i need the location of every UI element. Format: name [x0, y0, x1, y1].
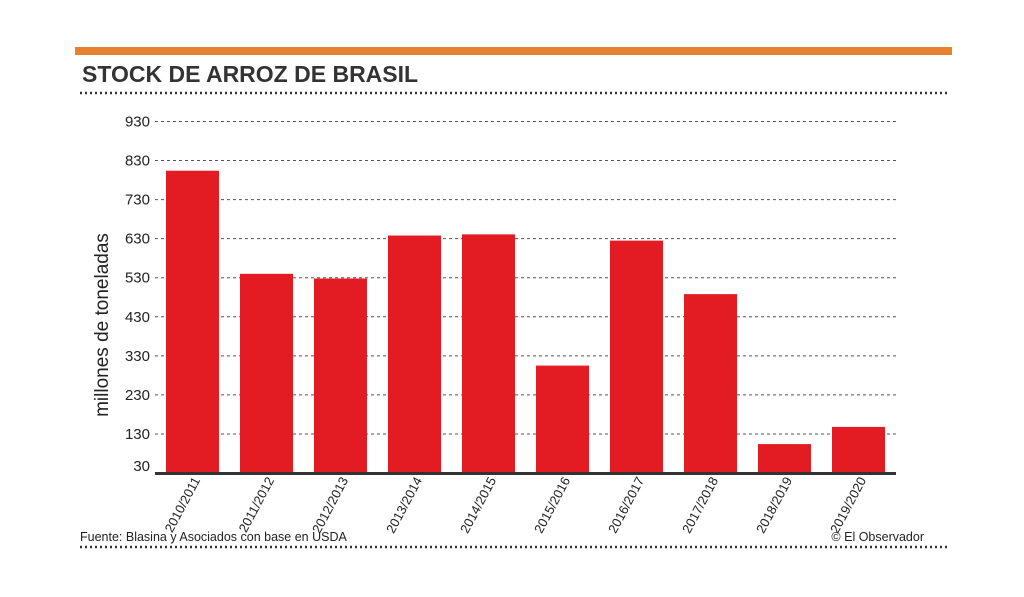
x-tick-label: 2017/2018 [679, 474, 721, 535]
bars [166, 170, 885, 473]
x-tick-label: 2014/2015 [457, 474, 499, 535]
bar [684, 294, 737, 473]
y-axis-label: millones de toneladas [92, 233, 113, 417]
y-tick-label: 430 [125, 309, 150, 326]
y-tick-label: 730 [125, 192, 150, 209]
y-tick-label: 830 [125, 153, 150, 170]
y-tick-label: 530 [125, 270, 150, 287]
x-tick-label: 2011/2012 [236, 474, 278, 534]
credit-note: © El Observador [831, 530, 924, 544]
y-tick-label: 230 [125, 387, 150, 404]
bar [314, 278, 367, 473]
x-tick-label: 2010/2011 [162, 474, 204, 534]
y-tick-label: 30 [133, 458, 150, 475]
bar [462, 234, 515, 473]
bar [166, 170, 219, 473]
bar [832, 426, 885, 473]
y-tick-label: 630 [125, 231, 150, 248]
y-tick-label: 930 [125, 114, 150, 131]
x-tick-label: 2012/2013 [309, 474, 351, 535]
bar [536, 365, 589, 473]
y-axis-ticks: 30 130 230 330 430 530 630 730 830 930 [125, 114, 150, 476]
x-tick-label: 2018/2019 [753, 474, 795, 535]
x-tick-label: 2016/2017 [605, 474, 647, 535]
bar [758, 444, 811, 473]
bar [388, 235, 441, 473]
x-axis-ticks: 2010/2011 2011/2012 2012/2013 2013/2014 2014… [162, 474, 870, 535]
y-tick-label: 330 [125, 348, 150, 365]
x-tick-label: 2015/2016 [531, 474, 573, 535]
bar [610, 240, 663, 473]
accent-bar [75, 47, 952, 55]
source-note: Fuente: Blasina y Asociados con base en … [80, 530, 347, 544]
bar [240, 273, 293, 473]
y-tick-label: 130 [125, 426, 150, 443]
x-tick-label: 2019/2020 [827, 474, 869, 535]
x-tick-label: 2013/2014 [383, 474, 425, 535]
chart-title: STOCK DE ARROZ DE BRASIL [82, 61, 418, 87]
